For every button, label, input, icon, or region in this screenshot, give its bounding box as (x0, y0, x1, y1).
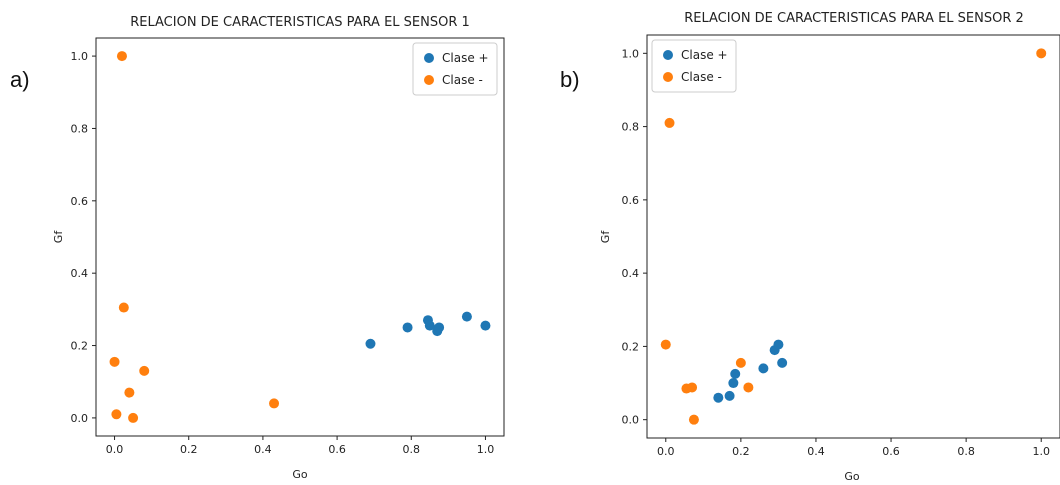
panel-letter-b: b) (560, 67, 580, 92)
legend-marker-positive (424, 53, 434, 63)
x-tick-label: 1.0 (1032, 445, 1050, 458)
scatter-point-negative (124, 387, 135, 398)
x-tick-label: 1.0 (477, 443, 495, 456)
scatter-point-negative (660, 339, 671, 350)
chart-sensor-2: b) RELACION DE CARACTERISTICAS PARA EL S… (560, 11, 1060, 483)
scatter-point-positive (402, 322, 413, 333)
scatter-point-positive (365, 338, 376, 349)
marks-layer (660, 48, 1047, 425)
y-tick-label: 0.0 (622, 414, 640, 427)
scatter-point-negative (128, 412, 139, 423)
scatter-point-negative (111, 409, 122, 420)
tick-layer: 0.0 0.2 0.4 0.6 0.8 1.0 0.0 0.2 0.4 0.6 0.8 1.0 (71, 50, 495, 456)
legend-label-positive: Clase + (681, 48, 728, 62)
legend-label-negative: Clase - (442, 73, 483, 87)
legend: Clase + Clase - (412, 42, 498, 96)
legend-label-negative: Clase - (681, 70, 722, 84)
x-tick-label: 0.6 (882, 445, 900, 458)
scatter-point-positive (777, 357, 788, 368)
scatter-point-positive (713, 392, 724, 403)
y-tick-label: 0.0 (71, 412, 89, 425)
x-tick-label: 0.8 (403, 443, 421, 456)
x-tick-label: 0.8 (957, 445, 975, 458)
x-tick-label: 0.0 (106, 443, 124, 456)
legend-frame (412, 42, 498, 96)
y-tick-label: 0.4 (622, 267, 640, 280)
x-tick-label: 0.0 (657, 445, 675, 458)
legend-marker-positive (663, 50, 673, 60)
legend-marker-negative (663, 72, 673, 82)
x-tick-label: 0.2 (732, 445, 750, 458)
chart-sensor-1: a) RELACION DE CARACTERISTICAS PARA EL S… (10, 15, 505, 481)
chart-title: RELACION DE CARACTERISTICAS PARA EL SENS… (130, 15, 470, 30)
plot-area (646, 34, 1060, 439)
scatter-point-negative (687, 382, 698, 393)
scatter-point-positive (773, 339, 784, 350)
y-tick-label: 1.0 (71, 50, 89, 63)
tick-layer: 0.0 0.2 0.4 0.6 0.8 1.0 0.0 0.2 0.4 0.6 0.8 1.0 (622, 47, 1050, 458)
y-axis-label: Gf (52, 230, 65, 244)
scatter-point-positive (480, 320, 491, 331)
y-tick-label: 0.6 (622, 194, 640, 207)
legend: Clase + Clase - (651, 39, 737, 93)
y-tick-label: 1.0 (622, 47, 640, 60)
scatter-point-negative (269, 398, 280, 409)
x-tick-label: 0.6 (328, 443, 346, 456)
scatter-point-negative (735, 357, 746, 368)
scatter-point-negative (1036, 48, 1047, 59)
scatter-point-negative (109, 356, 120, 367)
plot-area (95, 37, 505, 437)
scatter-point-positive (728, 378, 739, 389)
scatter-point-negative (743, 382, 754, 393)
x-tick-label: 0.4 (254, 443, 272, 456)
chart-title: RELACION DE CARACTERISTICAS PARA EL SENS… (684, 11, 1024, 26)
y-tick-label: 0.8 (71, 122, 89, 135)
scatter-point-positive (434, 322, 445, 333)
x-axis-label: Go (292, 468, 308, 481)
marks-layer (109, 51, 491, 423)
scatter-point-positive (461, 311, 472, 322)
scatter-point-negative (664, 117, 675, 128)
x-tick-label: 0.2 (180, 443, 198, 456)
y-tick-label: 0.2 (622, 340, 640, 353)
scatter-point-negative (118, 302, 129, 313)
legend-label-positive: Clase + (442, 51, 489, 65)
y-tick-label: 0.2 (71, 340, 89, 353)
y-axis-label: Gf (599, 230, 612, 244)
x-axis-label: Go (844, 470, 860, 483)
scatter-point-positive (758, 363, 769, 374)
y-tick-label: 0.4 (71, 267, 89, 280)
scatter-point-negative (688, 414, 699, 425)
scatter-point-negative (116, 51, 127, 62)
legend-marker-negative (424, 75, 434, 85)
y-tick-label: 0.8 (622, 121, 640, 134)
y-tick-label: 0.6 (71, 195, 89, 208)
scatter-point-positive (724, 390, 735, 401)
legend-frame (651, 39, 737, 93)
scatter-point-positive (730, 368, 741, 379)
scatter-point-positive (424, 320, 435, 331)
scatter-point-negative (139, 365, 150, 376)
x-tick-label: 0.4 (807, 445, 825, 458)
panel-letter-a: a) (10, 67, 30, 92)
